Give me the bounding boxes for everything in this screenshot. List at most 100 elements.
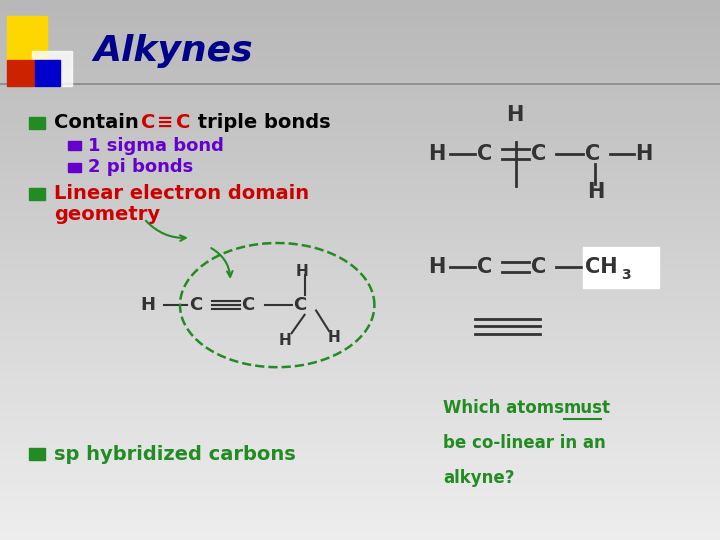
Bar: [0, 192, 720, 194]
Text: H: H: [587, 181, 604, 202]
Bar: [0, 354, 720, 356]
Bar: [7, 16, 47, 65]
Text: C: C: [293, 296, 306, 314]
Bar: [0, 211, 720, 213]
Bar: [0, 392, 720, 394]
Bar: [0, 259, 720, 262]
Text: geometry: geometry: [54, 205, 160, 224]
Bar: [29, 448, 45, 460]
Bar: [0, 284, 720, 286]
Bar: [0, 386, 720, 389]
Bar: [0, 427, 720, 429]
Bar: [0, 143, 720, 146]
Bar: [0, 54, 720, 57]
Bar: [0, 340, 720, 343]
Bar: [0, 256, 720, 259]
Bar: [0, 381, 720, 383]
Bar: [0, 14, 720, 16]
Bar: [0, 43, 720, 46]
Bar: [0, 197, 720, 200]
Bar: [0, 84, 720, 86]
Bar: [0, 292, 720, 294]
Bar: [0, 159, 720, 162]
Bar: [0, 262, 720, 265]
Bar: [0, 375, 720, 378]
Bar: [0, 189, 720, 192]
Bar: [0, 62, 720, 65]
Text: C: C: [585, 144, 600, 164]
Bar: [0, 130, 720, 132]
Text: C: C: [141, 113, 156, 132]
Bar: [0, 424, 720, 427]
Bar: [0, 454, 720, 456]
Bar: [35, 60, 60, 86]
Bar: [0, 208, 720, 211]
Bar: [0, 122, 720, 124]
Bar: [0, 135, 720, 138]
Bar: [0, 194, 720, 197]
Text: H: H: [428, 144, 446, 164]
Bar: [0, 464, 720, 467]
Bar: [0, 92, 720, 94]
Bar: [0, 0, 720, 3]
Bar: [0, 421, 720, 424]
Bar: [0, 537, 720, 540]
Bar: [0, 362, 720, 364]
Bar: [0, 81, 720, 84]
Text: C: C: [477, 144, 492, 164]
Bar: [0, 435, 720, 437]
Bar: [0, 440, 720, 443]
Bar: [0, 230, 720, 232]
Bar: [0, 140, 720, 143]
Bar: [0, 38, 720, 40]
Bar: [0, 154, 720, 157]
Text: be co-linear in an: be co-linear in an: [443, 434, 606, 452]
Bar: [0, 351, 720, 354]
Text: Which atoms: Which atoms: [443, 399, 570, 417]
Bar: [0, 300, 720, 302]
Bar: [0, 227, 720, 229]
Bar: [0, 524, 720, 526]
Bar: [0, 491, 720, 494]
Text: Alkynes: Alkynes: [94, 35, 253, 68]
Bar: [0, 132, 720, 135]
Bar: [0, 478, 720, 481]
Bar: [0, 278, 720, 281]
Bar: [0, 294, 720, 297]
Bar: [0, 335, 720, 338]
Bar: [0, 8, 720, 11]
Bar: [0, 327, 720, 329]
Bar: [0, 246, 720, 248]
Bar: [0, 146, 720, 148]
Bar: [0, 502, 720, 505]
Bar: [0, 329, 720, 332]
Bar: [0, 167, 720, 170]
Bar: [0, 251, 720, 254]
Text: C: C: [477, 257, 492, 278]
Bar: [0, 467, 720, 470]
Bar: [0, 138, 720, 140]
Bar: [32, 51, 72, 86]
Bar: [0, 105, 720, 108]
Text: C: C: [176, 113, 190, 132]
Bar: [0, 402, 720, 405]
Bar: [0, 235, 720, 238]
Bar: [29, 117, 45, 129]
Bar: [29, 188, 45, 200]
Text: H: H: [296, 264, 309, 279]
Text: ≡: ≡: [157, 113, 174, 132]
Bar: [0, 448, 720, 451]
Text: CH: CH: [585, 257, 617, 278]
Bar: [0, 516, 720, 518]
Bar: [0, 89, 720, 92]
Bar: [0, 310, 720, 313]
Text: H: H: [140, 296, 156, 314]
Bar: [0, 170, 720, 173]
Bar: [0, 305, 720, 308]
Text: 1 sigma bond: 1 sigma bond: [88, 137, 224, 155]
Bar: [0, 94, 720, 97]
Bar: [0, 413, 720, 416]
Bar: [0, 532, 720, 535]
Bar: [0, 500, 720, 502]
Bar: [0, 446, 720, 448]
